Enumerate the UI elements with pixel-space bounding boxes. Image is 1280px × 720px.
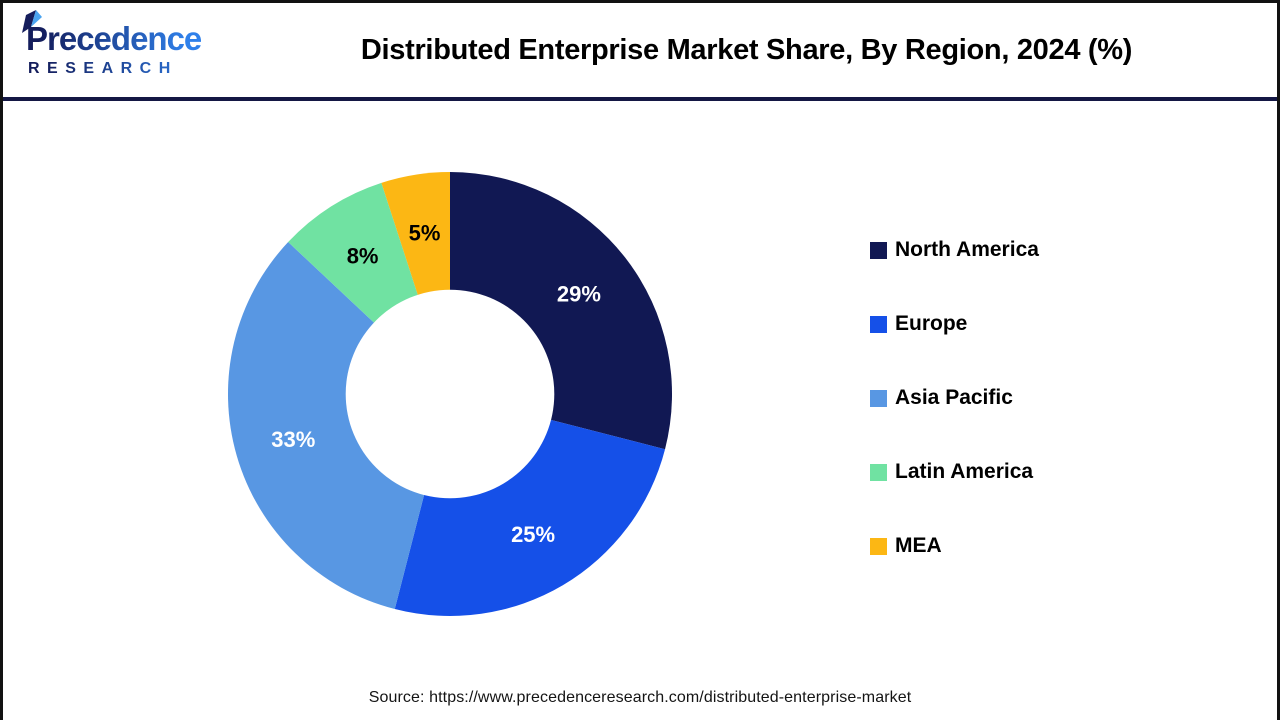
logo-leaf-icon <box>22 10 42 34</box>
legend-label: MEA <box>895 534 942 557</box>
slice-label-north-america: 29% <box>557 282 601 307</box>
legend-marker-asia-pacific <box>870 389 887 407</box>
legend-marker-mea <box>870 537 887 555</box>
slice-label-mea: 5% <box>409 220 441 245</box>
header: Precedence RESEARCH Distributed Enterpri… <box>3 3 1277 101</box>
chart-title: Distributed Enterprise Market Share, By … <box>360 33 1133 66</box>
legend-item-mea: MEA <box>870 533 1039 559</box>
logo-subname: RESEARCH <box>25 60 230 78</box>
legend-item-north-america: North America <box>870 237 1039 263</box>
legend-marker-latin-america <box>870 463 887 481</box>
legend-label: Latin America <box>895 460 1034 483</box>
slice-label-latin-america: 8% <box>347 244 379 269</box>
legend-label: Asia Pacific <box>895 386 1013 409</box>
legend-item-europe: Europe <box>870 311 1039 337</box>
precedence-research-logo: Precedence RESEARCH <box>22 10 230 78</box>
legend-item-latin-america: Latin America <box>870 459 1039 485</box>
slice-label-europe: 25% <box>511 522 555 547</box>
legend: North America Europe Asia Pacific Latin Ame… <box>870 237 1039 559</box>
legend-label: Europe <box>895 312 968 335</box>
legend-item-asia-pacific: Asia Pacific <box>870 385 1039 411</box>
donut-chart: 29% 25% 33% 8% 5% <box>227 172 673 617</box>
source-text: Source: https://www.precedenceresearch.c… <box>368 689 912 706</box>
slice-label-asia-pacific: 33% <box>271 427 315 452</box>
legend-label: North America <box>895 238 1039 261</box>
logo-name: Precedence <box>26 20 202 58</box>
logo-wordmark: Precedence <box>22 10 230 58</box>
legend-marker-north-america <box>870 241 887 259</box>
pie-slice-asia-pacific <box>227 242 450 610</box>
legend-marker-europe <box>870 315 887 333</box>
footer: Source: https://www.precedenceresearch.c… <box>3 689 1277 707</box>
donut-hole <box>345 289 555 499</box>
